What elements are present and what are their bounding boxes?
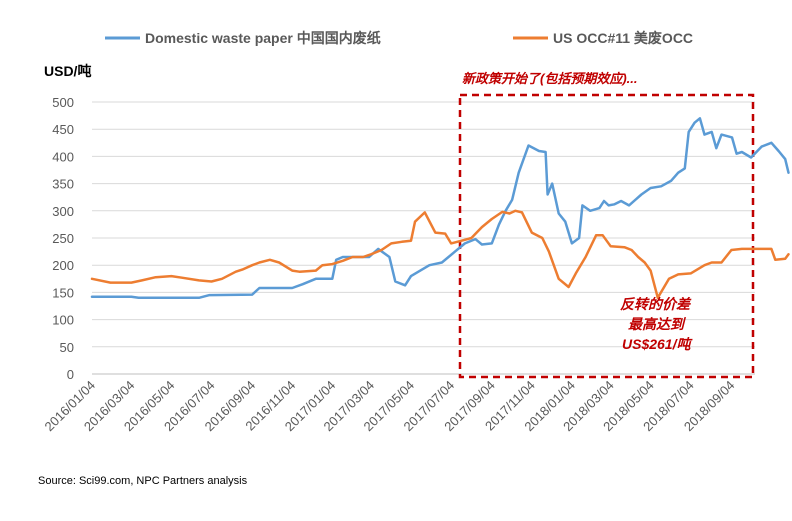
y-tick-label: 200: [52, 258, 74, 273]
y-tick-labels: 0 50 100 150 200 250 300 350 400 450 500: [52, 95, 74, 382]
y-tick-label: 400: [52, 149, 74, 164]
y-axis-label: USD/吨: [44, 63, 91, 79]
y-tick-label: 50: [60, 340, 74, 355]
y-tick-label: 500: [52, 95, 74, 110]
annotation-policy: 新政策开始了(包括预期效应)...: [462, 71, 638, 86]
gridlines: [92, 101, 755, 375]
y-tick-label: 250: [52, 231, 74, 246]
annotation-gap-line3: US$261/吨: [622, 336, 693, 352]
y-tick-label: 300: [52, 204, 74, 219]
legend-label-domestic: Domestic waste paper 中国国内废纸: [145, 30, 381, 46]
series-line-domestic: [90, 117, 790, 300]
source-note: Source: Sci99.com, NPC Partners analysis: [38, 475, 248, 487]
series-lines: [90, 117, 790, 300]
series-line-occ: [90, 209, 790, 300]
y-tick-label: 0: [67, 367, 74, 382]
annotation-gap-line2: 最高达到: [628, 316, 687, 332]
legend: Domestic waste paper 中国国内废纸 US OCC#11 美废…: [105, 30, 693, 46]
policy-period-box: [458, 93, 755, 379]
y-tick-label: 100: [52, 313, 74, 328]
y-tick-label: 350: [52, 177, 74, 192]
annotation-gap-line1: 反转的价差: [620, 296, 692, 312]
y-tick-label: 150: [52, 285, 74, 300]
x-tick-labels: 2016/01/042016/03/042016/05/042016/07/04…: [41, 378, 737, 435]
legend-label-occ: US OCC#11 美废OCC: [553, 30, 693, 46]
y-tick-label: 450: [52, 122, 74, 137]
